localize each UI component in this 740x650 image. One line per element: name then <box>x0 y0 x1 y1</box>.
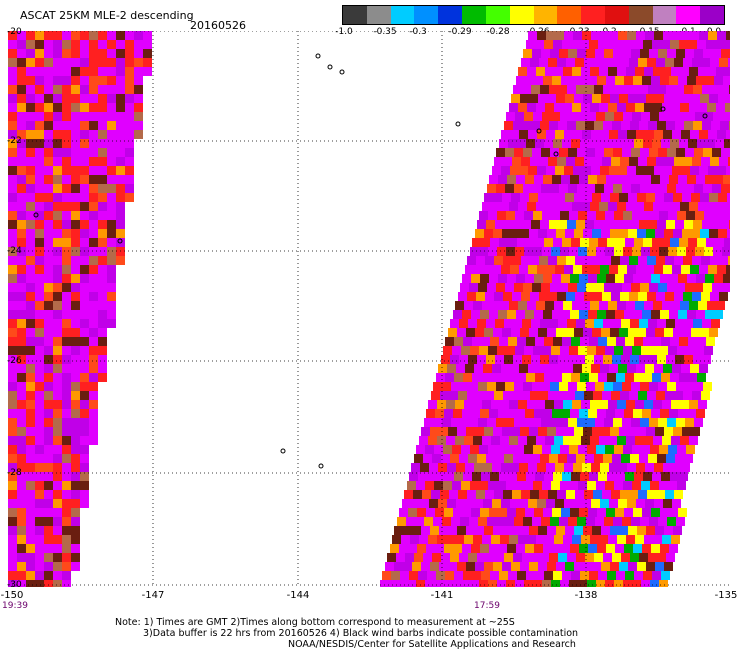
lat-label: -20 <box>7 27 22 37</box>
colorbar-swatch <box>509 6 534 24</box>
graticule <box>8 31 730 587</box>
colorbar-swatch <box>676 6 701 24</box>
island-outline <box>318 463 324 469</box>
colorbar-swatch <box>604 6 629 24</box>
colorbar-label: -0.3 <box>409 27 427 37</box>
map-date: 20160526 <box>190 19 246 32</box>
island-outline <box>117 238 123 244</box>
swath-cells <box>8 31 730 587</box>
note-line: NOAA/NESDIS/Center for Satellite Applica… <box>288 639 576 650</box>
island-outline <box>553 151 559 157</box>
island-outline <box>660 106 666 112</box>
colorbar-swatch <box>628 6 653 24</box>
lat-label: -28 <box>7 468 22 478</box>
lon-label: -147 <box>141 590 165 601</box>
swath-plot <box>8 31 730 587</box>
lon-label: -138 <box>574 590 598 601</box>
colorbar-swatch <box>343 6 367 24</box>
colorbar-swatch <box>462 6 486 24</box>
colorbar-label: -0.35 <box>373 27 397 37</box>
pass-time: 17:59 <box>474 601 500 611</box>
lon-label: -144 <box>286 590 310 601</box>
colorbar-swatch <box>366 6 391 24</box>
note-line: 3)Data buffer is 22 hrs from 20160526 4)… <box>143 628 579 639</box>
note-line: Note: 1) Times are GMT 2)Times along bot… <box>115 617 515 628</box>
colorbar-swatch <box>581 6 605 24</box>
colorbar-swatch <box>414 6 439 24</box>
island-outline <box>315 53 321 59</box>
lat-label: -26 <box>7 356 22 366</box>
colorbar-swatch <box>438 6 463 24</box>
colorbar-swatch <box>652 6 677 24</box>
lat-label: -24 <box>7 246 22 256</box>
colorbar-swatch <box>557 6 582 24</box>
colorbar <box>342 5 725 25</box>
lat-label: -30 <box>7 580 22 590</box>
island-outline <box>536 128 542 134</box>
lon-label: -141 <box>430 590 454 601</box>
island-outline <box>33 212 39 218</box>
lat-label: -22 <box>7 136 22 146</box>
map-title: ASCAT 25KM MLE-2 descending <box>20 9 194 22</box>
island-outline <box>455 121 461 127</box>
colorbar-swatch <box>485 6 510 24</box>
island-outline <box>702 113 708 119</box>
colorbar-swatch <box>390 6 415 24</box>
colorbar-label: -0.28 <box>486 27 510 37</box>
map-panel[interactable] <box>8 31 730 587</box>
pass-time: 19:39 <box>2 601 28 611</box>
footnotes: Note: 1) Times are GMT 2)Times along bot… <box>115 617 578 650</box>
island-outline <box>339 69 345 75</box>
colorbar-label: -0.29 <box>448 27 472 37</box>
colorbar-label: -1.0 <box>335 27 353 37</box>
lon-label: -135 <box>714 590 738 601</box>
colorbar-swatch <box>700 6 724 24</box>
lon-label: -150 <box>0 590 24 601</box>
island-outline <box>280 448 286 454</box>
colorbar-swatch <box>533 6 558 24</box>
island-outline <box>327 64 333 70</box>
